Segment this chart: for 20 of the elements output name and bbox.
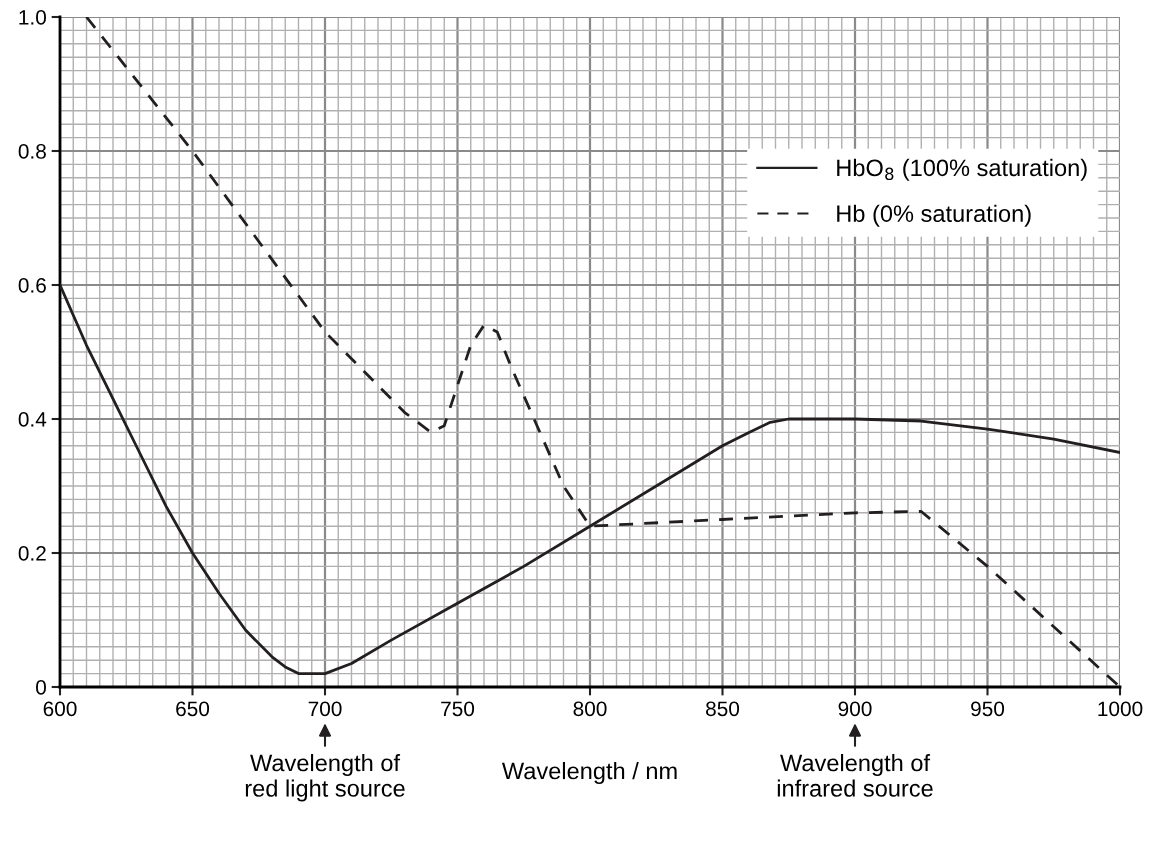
y-tick-label: 1.0 bbox=[19, 10, 46, 25]
x-tick-label: 950 bbox=[971, 701, 1005, 717]
y-tick-label: 0.2 bbox=[18, 546, 46, 561]
x-tick-label: 700 bbox=[308, 701, 342, 717]
y-tick-label: 0.4 bbox=[18, 412, 47, 427]
legend-label: HbO$_{8}$ (100% saturation) bbox=[837, 158, 1087, 181]
x-tick-label: 750 bbox=[441, 701, 475, 717]
legend-label: Hb (0% saturation) bbox=[837, 204, 1031, 227]
annotation: Wavelength of infrared source bbox=[777, 754, 933, 797]
y-tick-label: 0 bbox=[36, 680, 46, 695]
x-tick-label: 900 bbox=[838, 701, 872, 717]
x-tick-label: 600 bbox=[43, 701, 77, 717]
x-tick-label: 800 bbox=[573, 701, 607, 717]
x-tick-label: 1000 bbox=[1098, 701, 1143, 717]
y-tick-label: 0.8 bbox=[18, 144, 46, 159]
annotation: Wavelength of red light source bbox=[245, 754, 405, 802]
x-tick-label: 650 bbox=[176, 701, 210, 717]
x-tick-label: 850 bbox=[706, 701, 740, 717]
x-axis-title: Wavelength / nm bbox=[501, 761, 677, 784]
y-tick-label: 0.6 bbox=[18, 278, 46, 293]
